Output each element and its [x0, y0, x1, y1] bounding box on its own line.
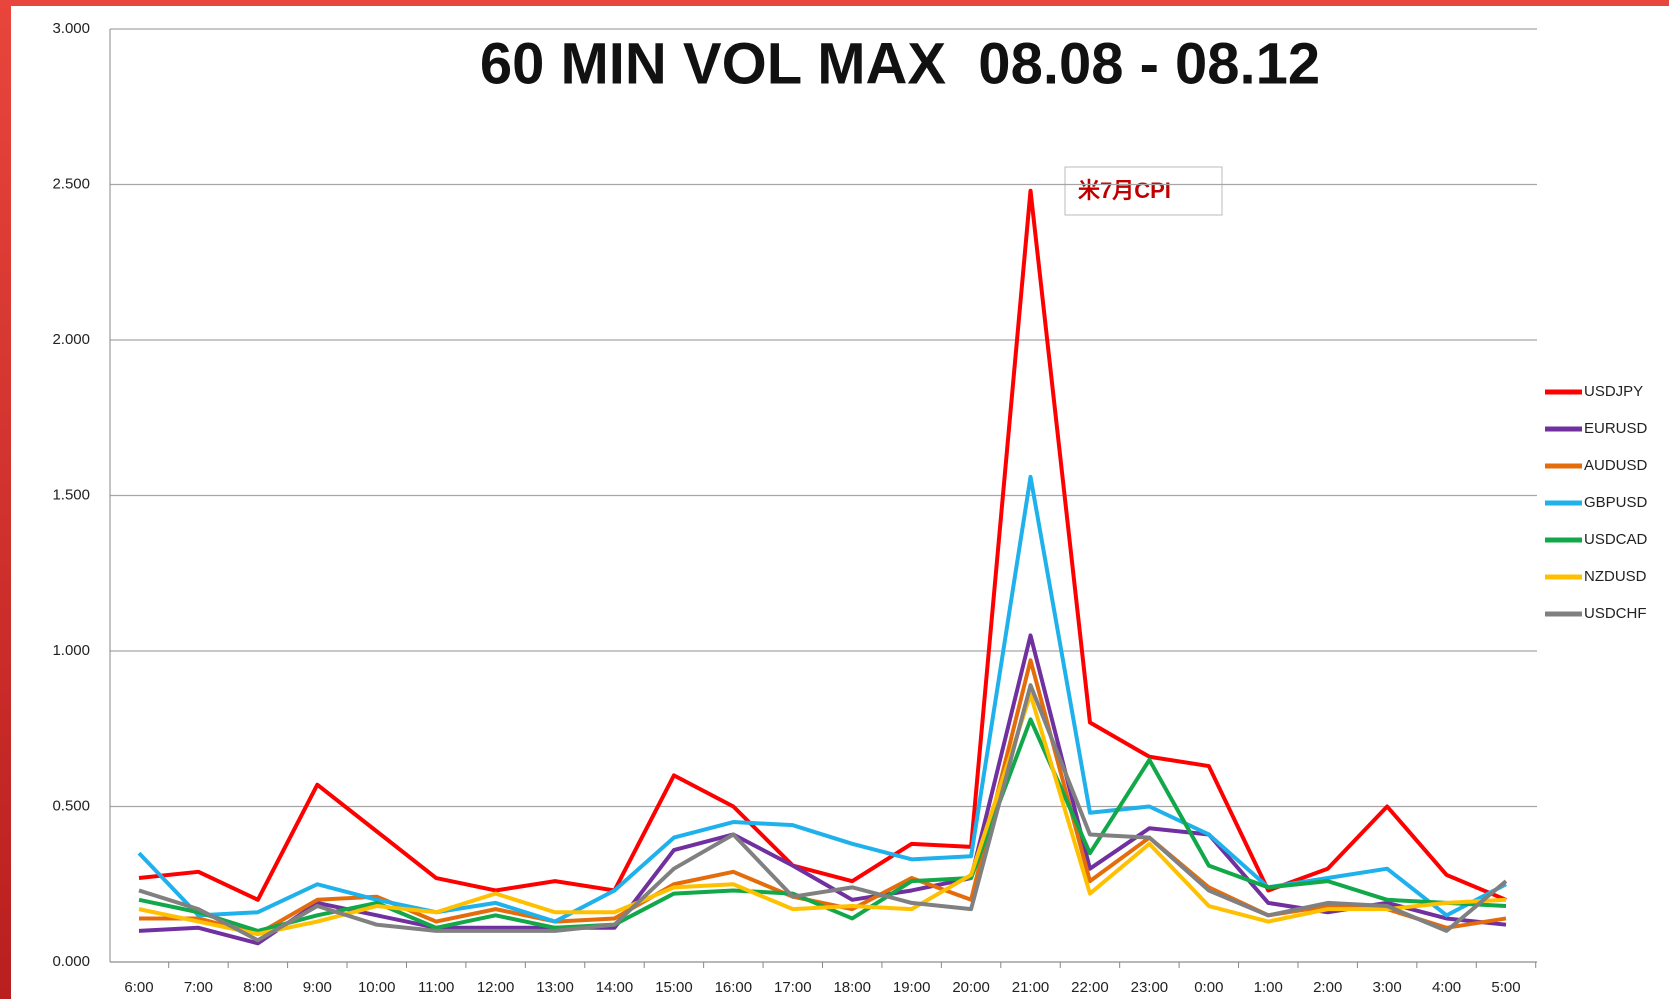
series-line	[138, 692, 1507, 937]
legend-label: USDCHF	[1584, 605, 1647, 622]
legend-label: GBPUSD	[1584, 494, 1648, 511]
y-tick-label: 2.500	[52, 175, 90, 192]
x-tick-label: 2:00	[1313, 979, 1342, 996]
x-tick-label: 23:00	[1131, 979, 1169, 996]
y-tick-label: 1.500	[52, 486, 90, 503]
legend-label: AUDUSD	[1584, 457, 1648, 474]
y-tick-label: 0.500	[52, 797, 90, 814]
x-tick-label: 6:00	[124, 979, 153, 996]
x-tick-label: 0:00	[1194, 979, 1223, 996]
x-tick-label: 17:00	[774, 979, 812, 996]
x-tick-label: 21:00	[1012, 979, 1050, 996]
x-tick-label: 20:00	[952, 979, 990, 996]
x-tick-label: 11:00	[418, 979, 454, 996]
x-tick-label: 3:00	[1373, 979, 1402, 996]
x-tick-label: 10:00	[358, 979, 396, 996]
x-tick-label: 7:00	[184, 979, 213, 996]
y-tick-label: 3.000	[52, 20, 90, 37]
x-tick-label: 8:00	[243, 979, 272, 996]
annotation-box	[1064, 166, 1223, 216]
x-tick-label: 16:00	[715, 979, 753, 996]
annotation: 米7月CPI	[1078, 178, 1171, 203]
panel	[11, 6, 1669, 999]
x-tick-label: 1:00	[1254, 979, 1283, 996]
series-line	[138, 633, 1507, 946]
chart-title: 60 MIN VOL MAX 08.08 - 08.12	[480, 31, 1320, 96]
series-line	[137, 474, 1507, 924]
series-line	[138, 683, 1508, 943]
legend-label: USDJPY	[1584, 383, 1643, 400]
x-tick-label: 9:00	[303, 979, 332, 996]
y-tick-label: 0.000	[52, 953, 90, 970]
x-tick-label: 19:00	[893, 979, 931, 996]
x-tick-label: 15:00	[655, 979, 693, 996]
x-tick-label: 22:00	[1071, 979, 1109, 996]
x-tick-label: 14:00	[596, 979, 634, 996]
x-tick-label: 12:00	[477, 979, 515, 996]
y-tick-label: 1.000	[52, 642, 90, 659]
legend-label: USDCAD	[1584, 531, 1648, 548]
x-tick-label: 5:00	[1491, 979, 1520, 996]
x-tick-label: 4:00	[1432, 979, 1461, 996]
series-line	[138, 188, 1507, 902]
y-tick-label: 2.000	[52, 331, 90, 348]
x-tick-label: 13:00	[536, 979, 574, 996]
legend-label: EURUSD	[1584, 420, 1648, 437]
x-tick-label: 18:00	[833, 979, 871, 996]
legend-label: NZDUSD	[1584, 568, 1647, 585]
